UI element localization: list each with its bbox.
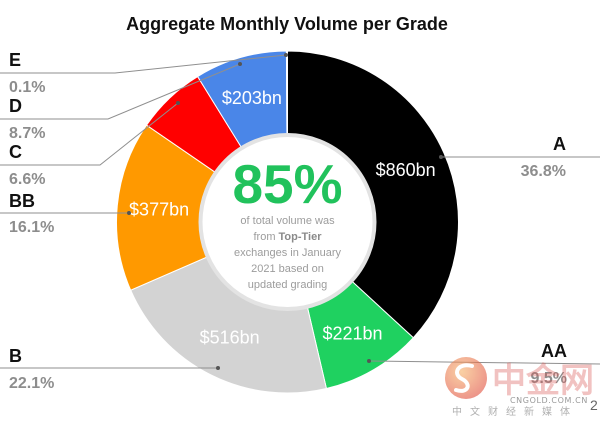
percent-label-e: 0.1% — [9, 79, 45, 96]
caption-line-1: of total volume was — [240, 215, 335, 227]
percent-label-c: 6.6% — [9, 171, 45, 188]
leader-dot-c — [176, 101, 180, 105]
category-label-a: A — [553, 134, 566, 154]
category-label-e: E — [9, 50, 21, 70]
percent-label-a: 36.8% — [521, 163, 566, 180]
edge-fragment: 2 — [590, 397, 598, 413]
caption-line-4: 2021 based on — [251, 263, 324, 275]
leader-dot-bb — [127, 211, 131, 215]
leader-dot-a — [439, 155, 443, 159]
donut-slices — [116, 50, 459, 394]
leader-dot-aa — [367, 359, 371, 363]
category-label-bb: BB — [9, 191, 35, 211]
value-label-bb: $377bn — [129, 200, 189, 220]
percent-label-d: 8.7% — [9, 125, 45, 142]
center-headline: 85% — [232, 153, 342, 215]
caption-line-2: from Top-Tier — [254, 231, 323, 243]
category-label-c: C — [9, 142, 22, 162]
value-label-a: $860bn — [376, 160, 436, 180]
leader-dot-d — [238, 62, 242, 66]
caption-text: from — [254, 231, 276, 243]
value-labels: $860bn $221bn $516bn $377bn $203bn — [129, 88, 436, 347]
center-disc — [198, 133, 377, 311]
value-label-b: $516bn — [200, 327, 260, 347]
percent-label-b: 22.1% — [9, 375, 54, 392]
percent-label-bb: 16.1% — [9, 219, 54, 236]
watermark: 中金网 CNGOLD.COM.CN 中文财经新媒体 — [445, 357, 594, 418]
caption-line-5: updated grading — [248, 279, 328, 291]
category-label-aa: AA — [541, 341, 567, 361]
caption-text: updated grading — [248, 279, 328, 291]
slice-e — [285, 50, 288, 136]
chart-title: Aggregate Monthly Volume per Grade — [126, 14, 448, 34]
value-label-aa: $221bn — [322, 323, 382, 343]
leader-line-d — [0, 63, 241, 120]
watermark-brand: 中金网 — [492, 361, 594, 401]
center-annotation: 85% of total volume was from Top-Tier exc… — [232, 153, 342, 291]
leader-dot-b — [216, 366, 220, 370]
caption-text: of total volume was — [240, 215, 335, 227]
caption-bold-text: Top-Tier — [279, 231, 323, 243]
percent-label-aa: 9.5% — [531, 370, 567, 387]
leader-line-e — [0, 54, 287, 74]
value-label-d: $203bn — [222, 88, 282, 108]
watermark-domain: CNGOLD.COM.CN — [510, 396, 588, 405]
leader-dot-e — [284, 53, 288, 57]
leader-lines — [0, 53, 600, 370]
caption-text: exchanges in January — [234, 247, 342, 259]
category-labels: A 36.8% AA 9.5% B 22.1% BB 16.1% C 6.6% D 8.7% E 0.1% — [9, 50, 567, 392]
watermark-logo-icon — [445, 357, 487, 399]
category-label-d: D — [9, 96, 22, 116]
category-label-b: B — [9, 346, 22, 366]
leader-line-aa — [368, 360, 600, 365]
leader-line-c — [0, 102, 179, 166]
caption-text: 2021 based on — [251, 263, 324, 275]
watermark-tagline: 中文财经新媒体 — [452, 405, 578, 418]
caption-line-3: exchanges in January — [234, 247, 342, 259]
